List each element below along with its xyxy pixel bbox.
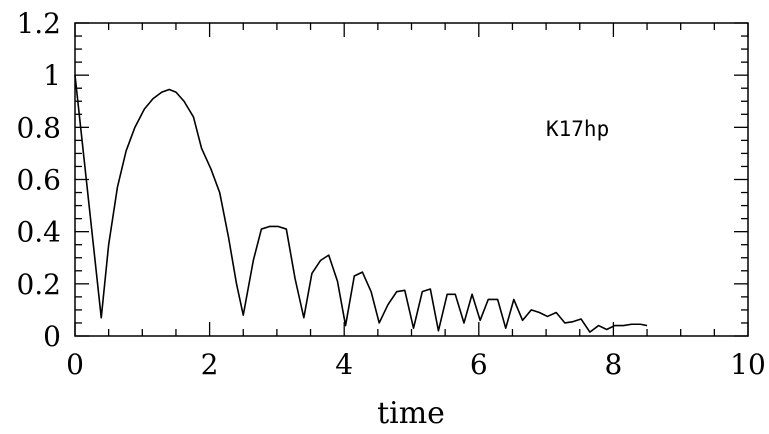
- x-tick-label: 2: [201, 348, 219, 381]
- x-tick-label: 0: [66, 348, 84, 381]
- y-tick-label: 0.4: [16, 216, 61, 249]
- x-tick-label: 6: [470, 348, 488, 381]
- y-tick-label: 1.2: [16, 7, 61, 40]
- chart-annotation: K17hp: [546, 117, 609, 141]
- axis-ticks: [75, 23, 748, 336]
- axis-tick-labels: 0 2 4 6 8 10 0 0.2 0.4 0.6 0.8 1 1.2: [16, 7, 765, 381]
- series-line: [75, 75, 647, 332]
- y-tick-label: 0.2: [16, 268, 61, 301]
- x-tick-label: 4: [335, 348, 353, 381]
- y-tick-label: 0.6: [16, 164, 61, 197]
- x-tick-label: 8: [604, 348, 622, 381]
- x-axis-label: time: [377, 396, 445, 431]
- y-tick-label: 1: [43, 59, 61, 92]
- y-tick-label: 0: [43, 320, 61, 353]
- plot-frame: [75, 23, 748, 336]
- y-tick-label: 0.8: [16, 111, 61, 144]
- x-tick-label: 10: [730, 348, 766, 381]
